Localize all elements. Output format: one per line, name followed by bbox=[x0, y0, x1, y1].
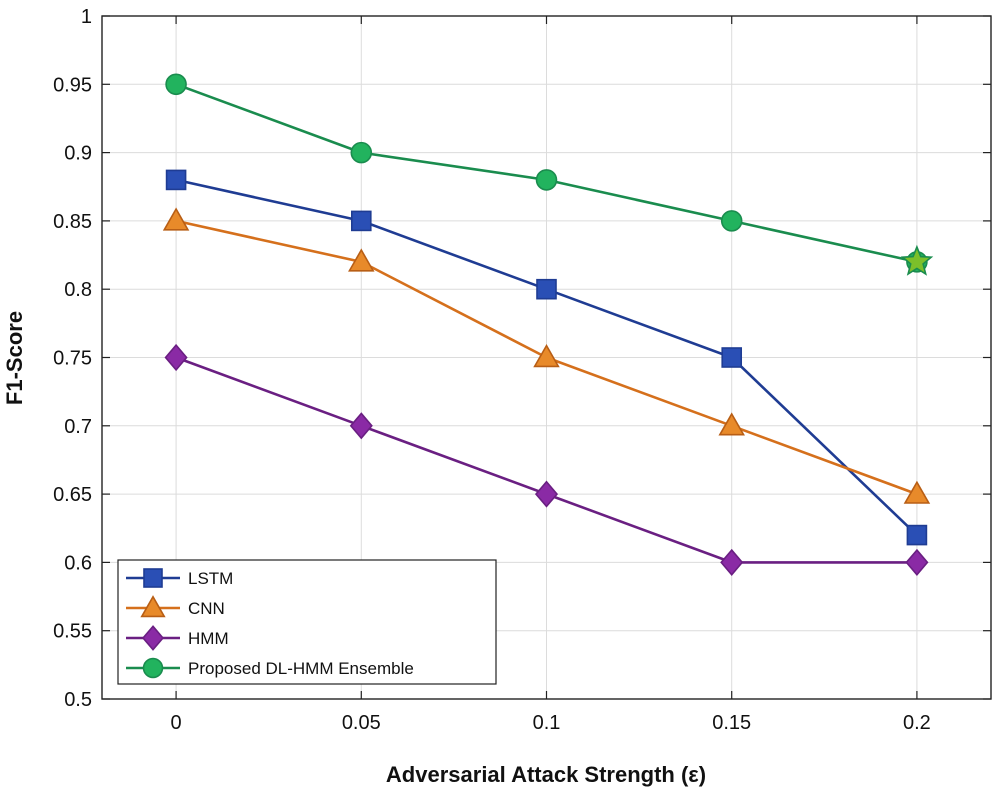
y-tick-label: 0.6 bbox=[64, 552, 92, 574]
data-point-cnn bbox=[533, 344, 560, 368]
data-point-lstm bbox=[906, 524, 928, 546]
annotations bbox=[900, 244, 934, 276]
legend-marker-hmm bbox=[142, 625, 164, 651]
y-tick-label: 0.8 bbox=[64, 279, 92, 301]
legend: LSTM CNN HMM Proposed DL-HMM Ensemble bbox=[117, 559, 497, 685]
x-axis-ticks: 0 0.05 0.1 0.15 0.2 bbox=[171, 16, 931, 734]
legend-marker-cnn bbox=[140, 595, 166, 618]
data-point-cnn bbox=[903, 480, 931, 504]
legend-marker-proposed-dl-hmm-ensemble bbox=[142, 657, 164, 679]
legend-label-cnn: CNN bbox=[188, 599, 225, 618]
star-marker-annotation bbox=[900, 244, 934, 276]
x-tick-label: 0.2 bbox=[903, 712, 931, 734]
y-tick-label: 0.75 bbox=[53, 348, 92, 370]
data-point-hmm bbox=[349, 412, 373, 440]
y-tick-label: 0.9 bbox=[64, 143, 92, 165]
y-tick-label: 0.95 bbox=[53, 74, 92, 96]
x-tick-label: 0 bbox=[171, 712, 182, 734]
legend-label-hmm: HMM bbox=[188, 629, 229, 648]
data-point-cnn bbox=[718, 412, 745, 436]
y-tick-label: 0.5 bbox=[64, 689, 92, 711]
y-tick-label: 0.7 bbox=[64, 416, 92, 438]
data-point-proposed-dl-hmm-ensemble bbox=[720, 210, 743, 232]
plot-frame bbox=[101, 15, 992, 700]
y-tick-label: 0.85 bbox=[53, 211, 92, 233]
data-point-hmm bbox=[905, 548, 929, 576]
series-markers bbox=[162, 73, 931, 576]
legend-label-proposed-dl-hmm-ensemble: Proposed DL-HMM Ensemble bbox=[188, 659, 414, 678]
y-tick-label: 1 bbox=[81, 6, 92, 28]
data-point-lstm bbox=[721, 347, 743, 368]
x-tick-label: 0.1 bbox=[533, 712, 561, 734]
data-point-proposed-dl-hmm-ensemble bbox=[165, 73, 187, 96]
data-point-lstm bbox=[165, 169, 187, 191]
data-point-proposed-dl-hmm-ensemble bbox=[350, 141, 373, 164]
data-point-lstm bbox=[350, 210, 372, 232]
data-point-proposed-dl-hmm-ensemble bbox=[535, 169, 558, 191]
data-point-cnn bbox=[162, 207, 190, 231]
y-axis-title: F1-Score bbox=[2, 311, 27, 405]
y-tick-label: 0.55 bbox=[53, 621, 92, 643]
data-point-hmm bbox=[164, 343, 188, 372]
x-tick-label: 0.05 bbox=[342, 712, 381, 734]
data-point-lstm bbox=[536, 278, 557, 300]
x-tick-label: 0.15 bbox=[712, 712, 751, 734]
data-point-hmm bbox=[534, 480, 559, 508]
x-axis-title: Adversarial Attack Strength (ε) bbox=[386, 762, 706, 787]
y-axis-ticks: 0.5 0.55 0.6 0.65 0.7 0.75 0.8 0.85 0.9 0.95 1 bbox=[53, 6, 991, 711]
legend-marker-lstm bbox=[143, 568, 163, 588]
y-tick-label: 0.65 bbox=[53, 484, 92, 506]
legend-box bbox=[117, 559, 497, 685]
data-point-hmm bbox=[720, 548, 744, 576]
legend-label-lstm: LSTM bbox=[188, 569, 233, 588]
data-point-cnn bbox=[348, 248, 375, 272]
